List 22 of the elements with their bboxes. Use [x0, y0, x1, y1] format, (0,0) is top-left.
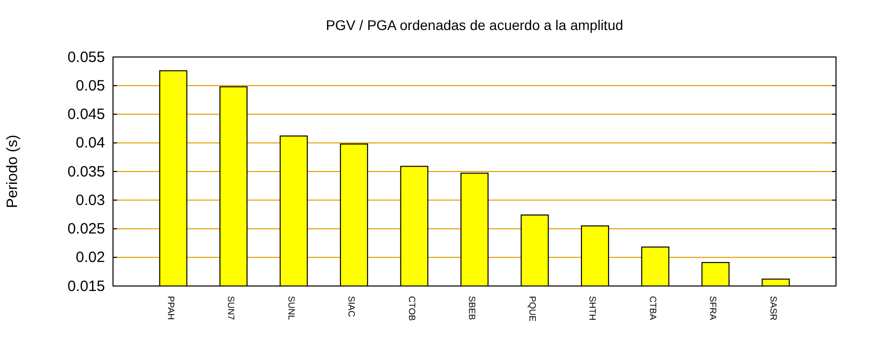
- x-tick-label: PQUE: [527, 296, 538, 322]
- x-tick-label: SASR: [768, 296, 778, 322]
- y-tick-label: 0.02: [76, 249, 105, 266]
- x-tick-label: SUNL: [286, 296, 296, 320]
- y-tick-label: 0.04: [76, 134, 105, 152]
- chart-title: PGV / PGA ordenadas de acuerdo a la amplitud: [326, 17, 624, 33]
- x-tick-label: PPAH: [166, 296, 176, 320]
- x-tick-label: SHTH: [588, 296, 598, 320]
- y-tick-label: 0.015: [67, 278, 105, 295]
- x-tick-label: SFRA: [708, 296, 718, 320]
- x-tick-label: CTOB: [406, 296, 417, 321]
- x-tick-label: SBEB: [467, 296, 478, 320]
- x-tick-label: CTBA: [648, 296, 658, 320]
- x-tick-label: SIAC: [346, 296, 357, 318]
- y-tick-label: 0.035: [67, 163, 105, 180]
- y-tick-label: 0.025: [67, 220, 105, 238]
- y-tick-label: 0.055: [67, 48, 105, 66]
- y-tick-label: 0.045: [67, 106, 105, 124]
- y-tick-label: 0.03: [76, 192, 105, 209]
- y-tick-label: 0.05: [76, 77, 105, 94]
- x-tick-label: SUN7: [226, 296, 236, 320]
- y-axis-title: Periodo (s): [4, 134, 21, 208]
